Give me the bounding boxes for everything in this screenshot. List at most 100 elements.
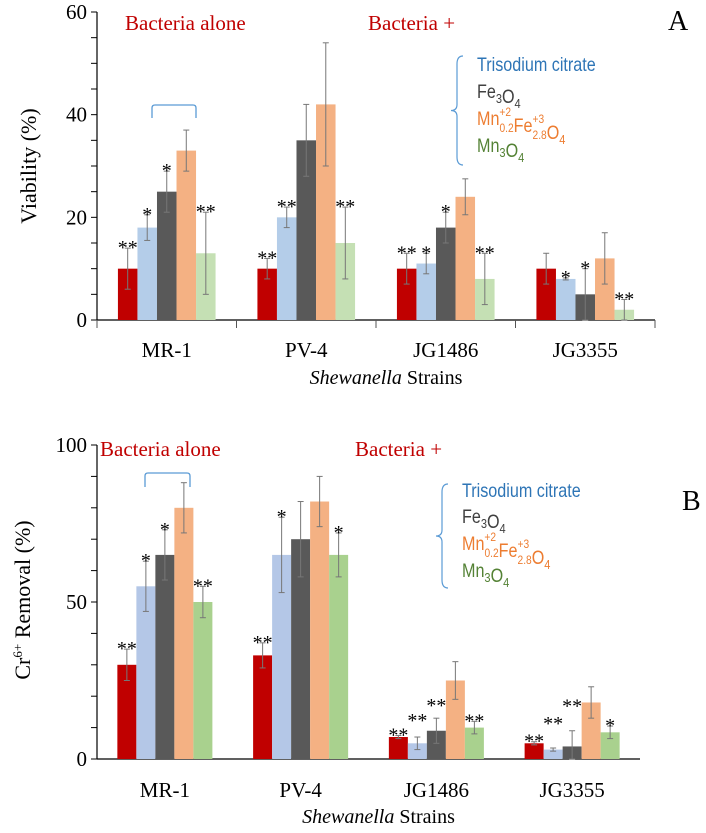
bar-group [316, 42, 336, 321]
bar-group: ** [524, 731, 544, 759]
bar [543, 749, 563, 759]
bacteria-alone-label: Bacteria alone [125, 11, 246, 35]
bar [272, 554, 292, 759]
significance-stars: ** [397, 242, 417, 264]
bar-group: * [600, 715, 620, 759]
bar [407, 743, 427, 759]
bar [426, 730, 446, 759]
legend-entry: Trisodium citrate [477, 54, 596, 76]
legend-entry: Mn+2 0.2Fe+3 2.8O4 [477, 106, 566, 147]
legend-entry: Trisodium citrate [462, 480, 581, 502]
significance-stars: ** [475, 242, 495, 264]
significance-stars: ** [335, 196, 355, 218]
bar-group: ** [335, 196, 355, 320]
significance-stars: ** [253, 632, 273, 654]
bar [445, 680, 465, 759]
bar [555, 278, 576, 320]
bar-group: ** [253, 632, 273, 759]
bar [524, 743, 544, 759]
bacteria-plus-label: Bacteria + [368, 11, 455, 35]
legend-subscript: 0.2 [484, 547, 498, 560]
bar-group: * [136, 550, 156, 759]
legend-subscript: 4 [515, 96, 521, 111]
y-tick-label: 100 [56, 433, 88, 457]
bar-group: ** [407, 710, 427, 759]
bar [595, 258, 615, 320]
bar-group: * [329, 522, 349, 759]
bar-group: ** [475, 242, 495, 320]
bar [396, 268, 417, 320]
significance-stars: * [141, 550, 151, 572]
y-tick-label: 0 [77, 747, 88, 771]
y-axis-label-sup: 6+ [10, 644, 25, 658]
legend-entry: Mn3O4 [477, 135, 525, 165]
bar-group [581, 686, 601, 759]
x-tick-label: JG1486 [404, 778, 469, 802]
significance-stars: ** [407, 710, 427, 732]
legend-subscript: 4 [500, 521, 506, 536]
significance-stars: * [277, 506, 287, 528]
legend-text: O [532, 547, 545, 569]
significance-stars: * [334, 522, 344, 544]
bar [464, 727, 484, 759]
significance-stars: ** [196, 201, 216, 223]
legend-text: Mn [477, 135, 499, 157]
bar-group: ** [257, 247, 277, 320]
bar-group: * [137, 204, 157, 320]
bar [435, 227, 456, 320]
significance-stars: ** [118, 237, 138, 259]
legend-subscript: 4 [559, 132, 565, 147]
bar [117, 268, 138, 320]
x-axis-label-rest: Strains [402, 367, 463, 389]
significance-stars: * [605, 715, 615, 737]
bar [296, 140, 317, 320]
bar [455, 196, 476, 320]
significance-stars: * [561, 267, 571, 289]
bar-group: ** [277, 196, 297, 320]
bar-group: ** [562, 696, 582, 760]
significance-stars: ** [562, 696, 582, 718]
bar-group [291, 501, 311, 759]
legend-subscript: 3 [499, 145, 505, 160]
legend-text: Fe [499, 540, 518, 562]
bar [416, 263, 436, 320]
legend-subscript: 2.8 [533, 129, 547, 142]
legend-subscript: 2.8 [518, 554, 532, 567]
bar [117, 664, 137, 759]
x-axis-label-italic: Shewanella [302, 806, 394, 828]
significance-stars: ** [614, 288, 634, 310]
bar-group [595, 232, 615, 320]
significance-stars: * [421, 242, 431, 264]
x-tick-label: JG3355 [553, 338, 618, 362]
legend-subscript: 3 [484, 570, 490, 585]
bar-group [310, 475, 330, 759]
bar-group: ** [426, 695, 446, 759]
legend-text: O [491, 565, 504, 587]
panel-a: 0 20 40 60 MR-1 PV-4 JG1486 JG3355 Shewanella St… [16, 0, 689, 389]
legend-superscript: +3 [518, 538, 530, 551]
legend-text: O [502, 86, 515, 108]
bacteria-plus-label: Bacteria + [355, 437, 442, 461]
significance-stars: ** [464, 710, 484, 732]
significance-stars: ** [426, 695, 446, 717]
panel-letter: B [682, 486, 701, 517]
y-tick-label: 40 [66, 103, 87, 127]
bar-group: * [416, 242, 436, 320]
bar [156, 191, 177, 320]
y-axis-label: Viability (%) [16, 108, 41, 223]
significance-stars: ** [543, 713, 563, 735]
significance-stars: * [580, 258, 590, 280]
significance-stars: ** [257, 247, 277, 269]
bar [291, 539, 311, 759]
bar [276, 217, 297, 320]
legend-text: Fe [462, 506, 481, 528]
legend-text: Fe [477, 81, 496, 103]
legend-entry: Mn3O4 [462, 560, 510, 590]
y-axis-label: Cr6+ Removal (%) [10, 520, 35, 679]
bar-group: * [555, 267, 576, 320]
y-tick-label: 50 [66, 590, 87, 614]
bar [136, 586, 156, 759]
legend-text: O [506, 140, 519, 162]
bar-group: * [156, 160, 177, 320]
